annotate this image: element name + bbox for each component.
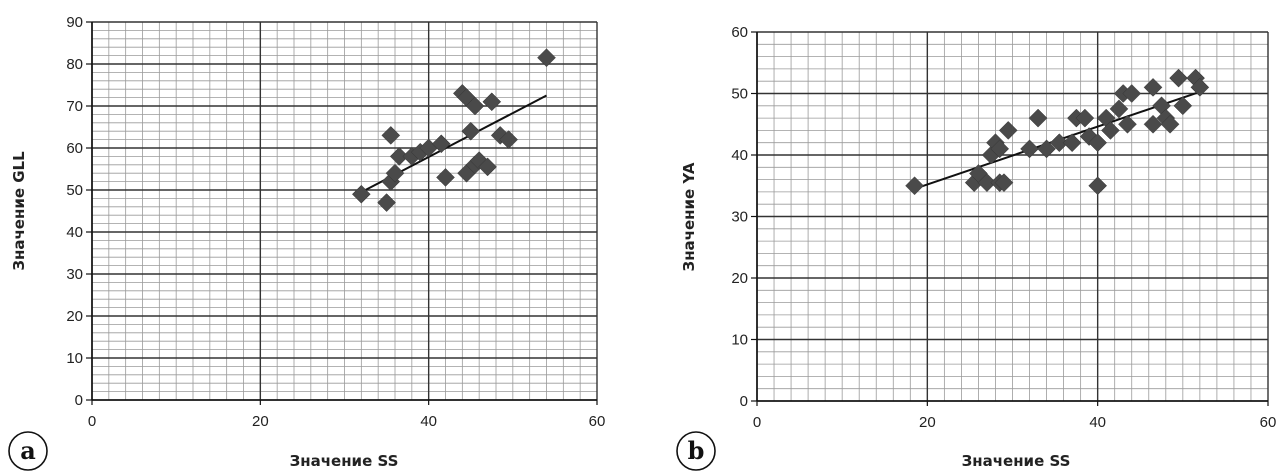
data-point	[1143, 114, 1163, 134]
data-point	[377, 193, 396, 212]
data-point	[351, 184, 371, 204]
x-tick-label: 60	[1260, 414, 1277, 431]
x-tick-label: 60	[589, 413, 606, 430]
y-tick-label: 50	[66, 182, 83, 199]
y-tick-label: 30	[731, 209, 748, 226]
data-point	[1122, 84, 1142, 103]
data-point	[977, 173, 997, 193]
data-point	[1088, 133, 1108, 153]
y-tick-label: 10	[66, 350, 83, 367]
data-point	[1028, 108, 1048, 128]
y-tick-label: 20	[66, 308, 83, 325]
panel-label: a	[20, 436, 36, 465]
y-tick-label: 70	[66, 98, 83, 115]
data-point	[465, 96, 485, 116]
y-tick-label: 90	[66, 14, 83, 31]
data-point	[1118, 114, 1137, 134]
x-tick-label: 0	[88, 413, 96, 430]
x-tick-label: 40	[420, 413, 437, 430]
y-axis-title: Значение GLL	[10, 151, 28, 271]
data-point	[436, 168, 455, 187]
data-point	[1169, 68, 1188, 88]
x-tick-label: 40	[1089, 414, 1106, 431]
y-tick-label: 40	[731, 147, 748, 164]
x-tick-label: 20	[919, 414, 936, 431]
data-point	[499, 130, 518, 149]
data-point	[1020, 139, 1039, 159]
x-axis-title: Значение SS	[290, 452, 399, 470]
data-point	[381, 126, 401, 145]
y-tick-label: 60	[66, 140, 83, 157]
data-point	[1160, 114, 1180, 134]
chart-a: 0 10 20 30 40 50 60 70 80 90 0 20 40 60 Значение SS Зна…	[8, 14, 606, 471]
data-point	[389, 147, 409, 166]
panel-badge	[8, 431, 48, 471]
data-point	[461, 121, 481, 141]
data-point	[1109, 99, 1129, 119]
data-point	[998, 121, 1018, 140]
data-point	[1037, 139, 1056, 159]
panel-badge	[676, 431, 716, 471]
y-tick-label: 40	[66, 224, 83, 241]
data-point	[990, 139, 1010, 159]
y-tick-label: 20	[731, 270, 748, 287]
y-tick-label: 50	[731, 86, 748, 103]
data-point	[385, 163, 405, 183]
y-tick-label: 0	[75, 392, 83, 409]
data-point	[478, 157, 497, 177]
data-point	[1075, 108, 1095, 128]
x-tick-label: 0	[753, 414, 761, 431]
data-point	[1062, 133, 1082, 153]
data-point	[905, 176, 924, 196]
y-tick-label: 0	[740, 393, 748, 410]
y-tick-label: 30	[66, 266, 83, 283]
y-tick-label: 10	[731, 332, 748, 349]
data-point	[1049, 133, 1069, 153]
data-point	[1173, 96, 1193, 116]
data-point	[1143, 77, 1163, 97]
data-point	[1101, 121, 1120, 140]
data-point	[482, 92, 502, 112]
y-tick-label: 80	[66, 56, 83, 73]
data-point	[1190, 77, 1210, 97]
y-axis-title: Значение YA	[680, 162, 698, 271]
x-axis-title: Значение SS	[962, 452, 1071, 470]
data-point	[994, 173, 1014, 193]
data-point	[1088, 176, 1108, 196]
chart-b: 0 10 20 30 40 50 60 0 20 40 60 Значение SS Значение …	[676, 24, 1277, 471]
data-point	[537, 48, 556, 68]
data-point	[431, 134, 451, 154]
x-tick-label: 20	[252, 413, 269, 430]
panel-label: b	[688, 436, 705, 465]
y-tick-label: 60	[731, 24, 748, 41]
